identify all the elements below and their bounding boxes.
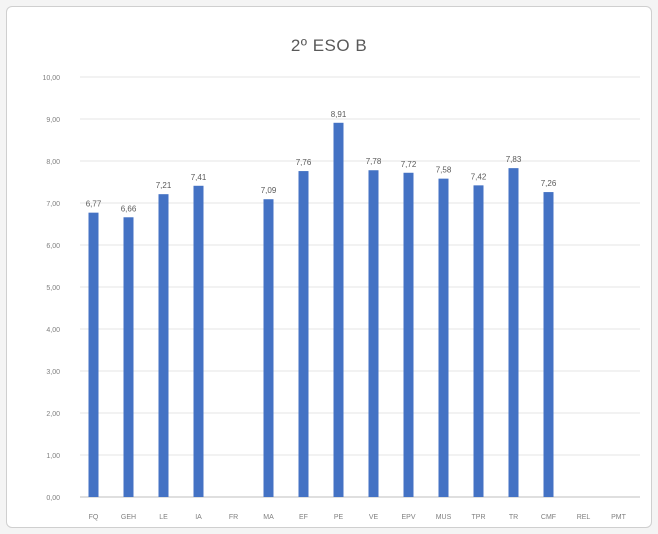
y-tick-label: 7,00 (46, 201, 60, 208)
bar (123, 217, 134, 497)
bar (158, 194, 169, 497)
data-label: 7,26 (541, 179, 557, 188)
bar (368, 170, 379, 498)
data-label: 7,58 (436, 166, 452, 175)
bar (263, 199, 274, 497)
data-label: 8,91 (331, 110, 347, 119)
data-label: 7,83 (506, 155, 522, 164)
y-tick-label: 1,00 (46, 453, 60, 460)
bar (298, 171, 309, 497)
bar (193, 185, 204, 497)
y-tick-label: 2,00 (46, 411, 60, 418)
y-tick-label: 4,00 (46, 327, 60, 334)
x-tick-label: PMT (611, 514, 627, 521)
x-tick-label: TR (509, 514, 518, 521)
x-tick-label: MUS (436, 514, 452, 521)
y-tick-label: 0,00 (46, 495, 60, 502)
bar (473, 185, 484, 498)
y-tick-label: 9,00 (46, 117, 60, 124)
x-tick-label: FQ (89, 514, 99, 521)
data-label: 7,41 (191, 173, 207, 182)
bar (403, 172, 414, 497)
data-label: 6,77 (86, 200, 102, 209)
x-tick-label: MA (263, 514, 274, 521)
data-label: 7,78 (366, 157, 382, 166)
x-tick-label: VE (369, 514, 379, 521)
x-tick-label: IA (195, 514, 202, 521)
x-tick-label: GEH (121, 514, 136, 521)
y-tick-label: 6,00 (46, 243, 60, 250)
bar (508, 168, 519, 497)
y-tick-label: 8,00 (46, 159, 60, 166)
data-label: 7,42 (471, 172, 487, 181)
bar (438, 178, 449, 497)
data-label: 7,72 (401, 160, 417, 169)
x-tick-label: EF (299, 514, 308, 521)
data-label: 7,21 (156, 181, 172, 190)
bar (543, 192, 554, 497)
x-tick-label: LE (159, 514, 168, 521)
x-tick-label: REL (577, 514, 591, 521)
x-tick-label: TPR (472, 514, 486, 521)
x-tick-label: CMF (541, 514, 556, 521)
y-tick-label: 5,00 (46, 285, 60, 292)
x-tick-label: PE (334, 514, 344, 521)
y-tick-label: 3,00 (46, 369, 60, 376)
x-tick-label: EPV (401, 514, 415, 521)
bar (88, 212, 99, 497)
data-label: 7,09 (261, 186, 277, 195)
data-label: 7,76 (296, 158, 312, 167)
data-label: 6,66 (121, 204, 137, 213)
bar (333, 122, 344, 497)
y-tick-label: 10,00 (42, 75, 60, 82)
chart-title: 2º ESO B (290, 36, 368, 55)
x-tick-label: FR (229, 514, 238, 521)
